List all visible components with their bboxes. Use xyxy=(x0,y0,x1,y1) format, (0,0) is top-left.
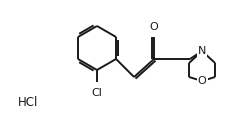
Text: O: O xyxy=(197,76,206,86)
Text: O: O xyxy=(149,22,158,32)
Text: HCl: HCl xyxy=(18,96,38,108)
Text: N: N xyxy=(197,46,205,56)
Text: Cl: Cl xyxy=(91,88,102,98)
